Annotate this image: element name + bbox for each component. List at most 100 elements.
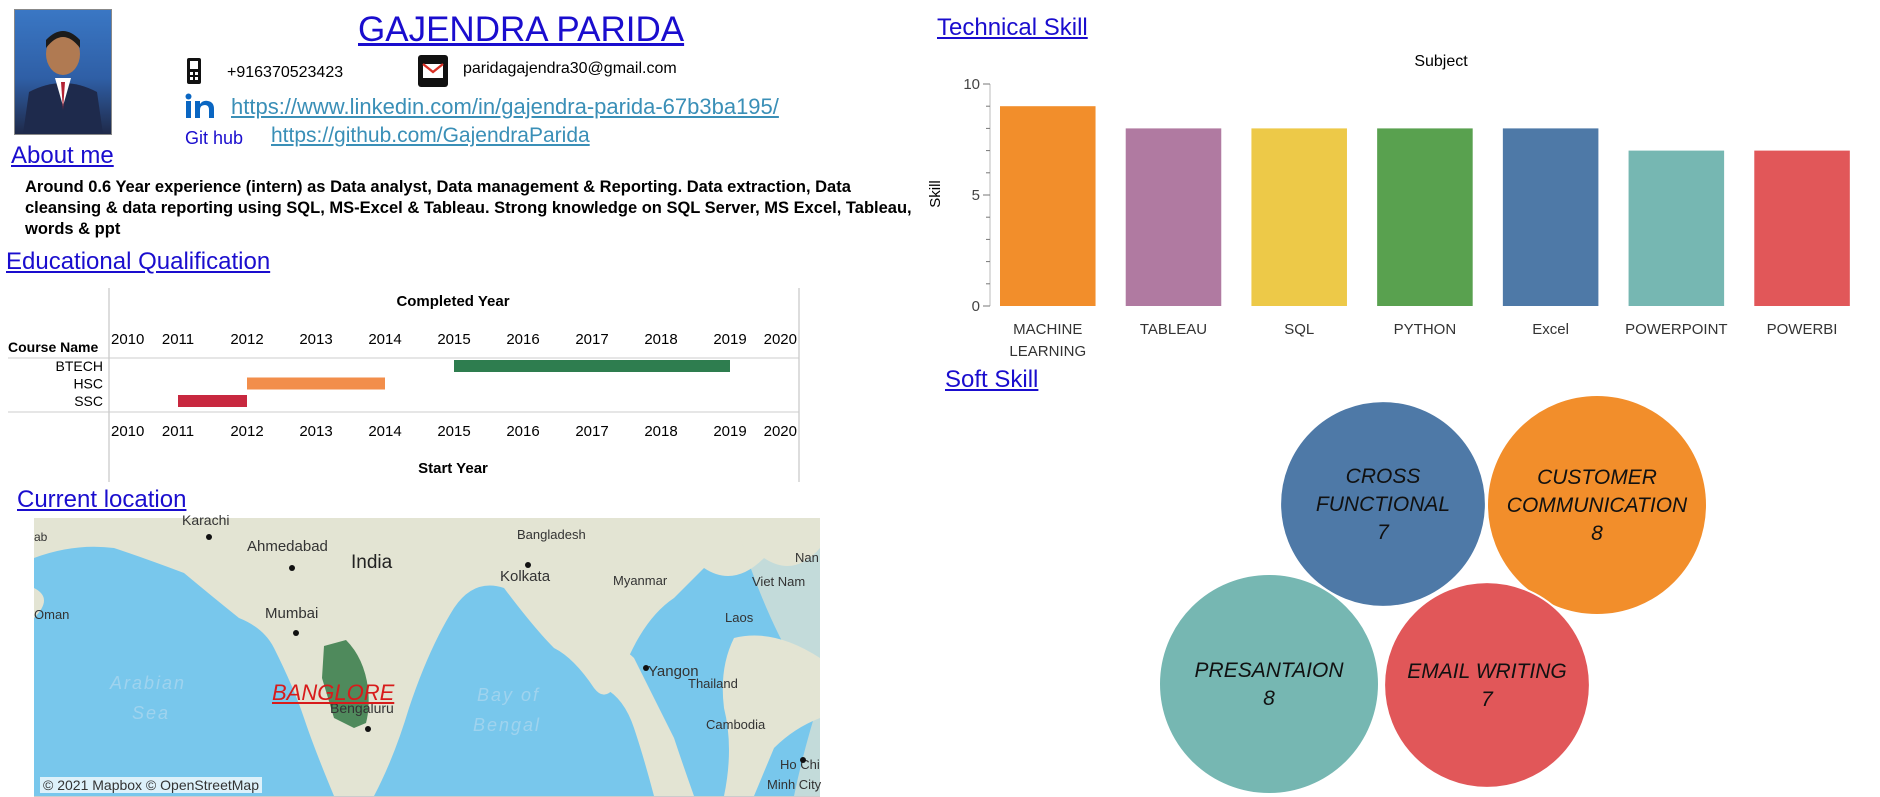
map-place-label: Cambodia bbox=[706, 717, 766, 732]
tech-x-tick-label: Excel bbox=[1532, 321, 1569, 338]
tech-x-tick-label: SQL bbox=[1284, 321, 1314, 338]
map-place-label: Bangladesh bbox=[517, 527, 586, 542]
phone-icon bbox=[184, 56, 204, 91]
soft-bubble-label: CROSS bbox=[1346, 465, 1421, 488]
edu-top-year: 2020 bbox=[764, 331, 797, 348]
map-place-label: ab bbox=[34, 530, 48, 544]
edu-bottom-year: 2019 bbox=[713, 423, 746, 440]
tech-x-tick-label: MACHINE LEARNING bbox=[1009, 321, 1086, 360]
soft-bubble-email-writing[interactable] bbox=[1383, 581, 1591, 789]
edu-bottom-year: 2010 bbox=[111, 423, 144, 440]
edu-top-title: Completed Year bbox=[396, 293, 509, 310]
edu-bottom-year: 2016 bbox=[506, 423, 539, 440]
edu-row-label: SSC bbox=[74, 393, 103, 409]
map-place-label: Myanmar bbox=[613, 573, 668, 588]
tech-bar-tableau[interactable] bbox=[1125, 128, 1222, 306]
edu-bar-btech[interactable] bbox=[454, 360, 730, 372]
map-city-dot bbox=[643, 665, 649, 671]
soft-bubble-presantaion[interactable] bbox=[1158, 573, 1380, 794]
map-place-label: India bbox=[351, 552, 393, 573]
tech-x-tick-label: PYTHON bbox=[1394, 321, 1457, 338]
tech-x-tick-label: POWERBI bbox=[1767, 321, 1838, 338]
map-place-label: Nan bbox=[795, 550, 819, 565]
edu-top-year: 2011 bbox=[162, 331, 194, 348]
tech-y-tick-label: 0 bbox=[972, 298, 980, 315]
edu-top-year: 2019 bbox=[713, 331, 746, 348]
map-place-label: Laos bbox=[725, 610, 754, 625]
edu-bottom-year: 2015 bbox=[437, 423, 470, 440]
soft-bubble-cross-functional[interactable] bbox=[1279, 400, 1487, 608]
tech-bar-powerbi[interactable] bbox=[1754, 150, 1850, 306]
edu-top-year: 2017 bbox=[575, 331, 608, 348]
linkedin-link[interactable]: https://www.linkedin.com/in/gajendra-par… bbox=[231, 94, 779, 119]
edu-row-label: BTECH bbox=[56, 358, 103, 374]
map-place-label: Kolkata bbox=[500, 568, 551, 585]
map-place-label: Arabian bbox=[110, 673, 187, 693]
soft-bubble-label: COMMUNICATION bbox=[1507, 494, 1688, 517]
edu-bottom-title: Start Year bbox=[418, 460, 488, 477]
github-link[interactable]: https://github.com/GajendraParida bbox=[271, 124, 590, 147]
map-place-label: Oman bbox=[34, 607, 70, 622]
email-address[interactable]: paridagajendra30@gmail.com bbox=[463, 60, 677, 77]
linkedin-icon bbox=[184, 92, 216, 125]
map-city-dot bbox=[289, 565, 295, 571]
edu-row-header: Course Name bbox=[8, 339, 98, 355]
candidate-name: GAJENDRA PARIDA bbox=[358, 10, 685, 49]
edu-bottom-year: 2014 bbox=[368, 423, 401, 440]
location-heading: Current location bbox=[17, 486, 187, 513]
education-gantt-chart: Completed Year Start Year Course Name 2010 2… bbox=[8, 288, 800, 482]
tech-bar-excel[interactable] bbox=[1502, 128, 1599, 306]
about-text: Around 0.6 Year experience (intern) as D… bbox=[25, 178, 912, 238]
github-label: Git hub bbox=[185, 128, 244, 148]
soft-bubble-label: CUSTOMER bbox=[1537, 466, 1657, 489]
tech-bar-machine-learning[interactable] bbox=[1000, 106, 1096, 306]
tech-x-tick-label: TABLEAU bbox=[1140, 321, 1207, 338]
map-place-label: Mumbai bbox=[265, 605, 319, 622]
city-label[interactable]: BANGLORE bbox=[272, 680, 395, 705]
map-city-dot bbox=[365, 726, 371, 732]
map-place-label: Bengal bbox=[473, 715, 542, 735]
tech-x-tick-label: POWERPOINT bbox=[1625, 321, 1728, 338]
about-heading: About me bbox=[11, 142, 114, 169]
phone-number: +916370523423 bbox=[227, 64, 344, 81]
soft-bubble-customer-communication[interactable] bbox=[1486, 394, 1708, 616]
soft-bubble-label: EMAIL WRITING bbox=[1407, 660, 1566, 683]
location-map[interactable] bbox=[34, 518, 820, 797]
soft-heading: Soft Skill bbox=[945, 366, 1039, 393]
edu-bar-ssc[interactable] bbox=[178, 395, 247, 407]
map-city-dot bbox=[293, 630, 299, 636]
edu-bottom-year: 2018 bbox=[644, 423, 677, 440]
map-place-label: Sea bbox=[132, 703, 171, 723]
map-place-label: Ahmedabad bbox=[247, 538, 328, 555]
edu-bottom-year: 2013 bbox=[299, 423, 332, 440]
edu-top-year: 2010 bbox=[111, 331, 144, 348]
tech-chart-ylabel: Skill bbox=[927, 180, 944, 208]
map-attribution: © 2021 Mapbox © OpenStreetMap bbox=[40, 777, 262, 793]
tech-bar-sql[interactable] bbox=[1251, 128, 1347, 306]
map-city-dot bbox=[525, 562, 531, 568]
map-place-label: Yangon bbox=[648, 663, 699, 680]
map-place-label: Bay of bbox=[477, 685, 541, 705]
technical-skill-bar-chart: Subject Skill 0 5 10 MACHINE LEARNING TABLEAU SQ… bbox=[927, 53, 1850, 360]
edu-bottom-year: 2011 bbox=[162, 423, 194, 440]
soft-bubble-label: FUNCTIONAL bbox=[1316, 493, 1450, 516]
edu-top-year: 2013 bbox=[299, 331, 332, 348]
technical-heading: Technical Skill bbox=[937, 14, 1088, 41]
edu-top-year: 2012 bbox=[230, 331, 263, 348]
edu-bar-hsc[interactable] bbox=[247, 377, 385, 390]
map-city-dot bbox=[800, 757, 806, 763]
soft-bubble-label: 7 bbox=[1481, 688, 1494, 711]
map-place-label: Karachi bbox=[182, 512, 230, 528]
map-place-label: Minh City bbox=[767, 777, 822, 792]
map-city-dot bbox=[206, 534, 212, 540]
soft-bubble-label: PRESANTAION bbox=[1195, 659, 1345, 682]
soft-bubble-label: 8 bbox=[1263, 687, 1275, 710]
tech-bar-powerpoint[interactable] bbox=[1628, 150, 1725, 306]
edu-top-year: 2018 bbox=[644, 331, 677, 348]
soft-bubble-label: 8 bbox=[1591, 522, 1603, 545]
edu-top-year: 2015 bbox=[437, 331, 470, 348]
map-place-label: Thailand bbox=[688, 676, 738, 691]
tech-bar-python[interactable] bbox=[1377, 128, 1473, 306]
map-place-label: Viet Nam bbox=[752, 574, 806, 589]
edu-bottom-year: 2017 bbox=[575, 423, 608, 440]
